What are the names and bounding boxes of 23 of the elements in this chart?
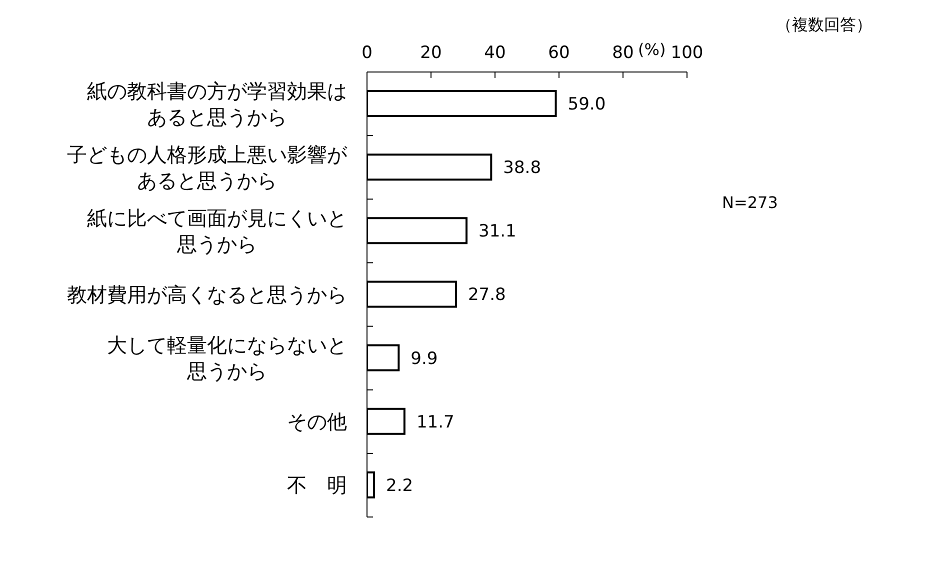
data-label: 31.1 xyxy=(478,222,516,242)
x-tick-label: 0 xyxy=(362,43,372,63)
text: N=273 xyxy=(722,192,778,214)
data-label: 27.8 xyxy=(468,285,506,306)
x-axis-title: (%) xyxy=(638,40,666,60)
text: （複数回答） xyxy=(776,14,872,36)
y-tick-label: 不 明 xyxy=(287,473,347,498)
data-label: 2.2 xyxy=(386,476,414,496)
y-tick-label: 子どもの人格形成上悪い影響があると思うから xyxy=(67,142,348,192)
data-label: 11.7 xyxy=(416,412,454,432)
y-tick-label: 紙に比べて画面が見にくいと思うから xyxy=(87,206,347,256)
data-label: 59.0 xyxy=(568,94,606,115)
y-tick-label: 紙の教科書の方が学習効果はあると思うから xyxy=(87,78,347,129)
x-tick-label: 20 xyxy=(420,43,442,63)
y-tick-label: 教材費用が高くなると思うから xyxy=(67,282,347,306)
data-label: 38.8 xyxy=(503,158,542,178)
x-tick-label: 60 xyxy=(548,43,570,63)
x-tick-label: 100 xyxy=(670,43,704,63)
x-tick-label: 80 xyxy=(612,43,634,63)
y-tick-label: 大して軽量化にならないと思うから xyxy=(107,333,347,384)
y-tick-label: その他 xyxy=(287,410,347,434)
data-label: 9.9 xyxy=(410,348,438,369)
x-tick-label: 40 xyxy=(484,43,506,63)
